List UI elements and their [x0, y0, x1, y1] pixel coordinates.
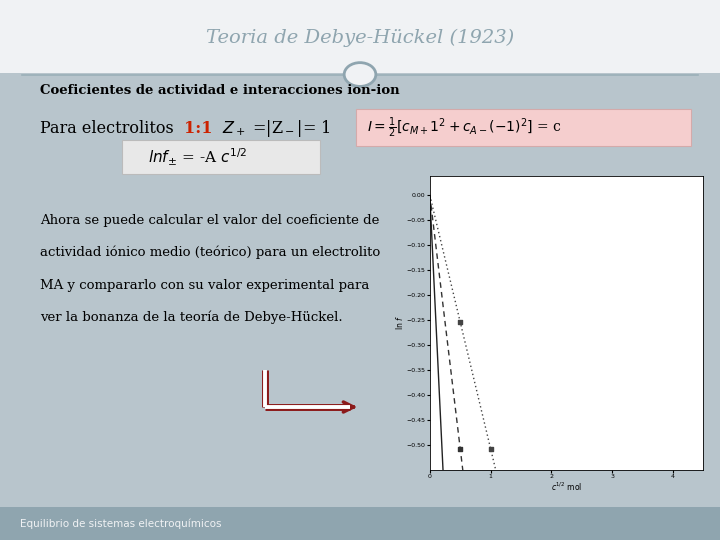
- Text: Teoria de Debye-Hückel (1923): Teoria de Debye-Hückel (1923): [206, 29, 514, 47]
- Text: Para electrolitos: Para electrolitos: [40, 120, 179, 137]
- Point: [485, 444, 496, 453]
- Text: actividad iónico medio (teórico) para un electrolito: actividad iónico medio (teórico) para un…: [40, 246, 380, 259]
- Point: [454, 318, 466, 327]
- Text: Equilibrio de sistemas electroquímicos: Equilibrio de sistemas electroquímicos: [20, 518, 222, 529]
- Text: 1:1: 1:1: [184, 120, 212, 137]
- Text: $I = \frac{1}{2}[c_{M+}1^2 + c_{A-}(-1)^2]$ = c: $I = \frac{1}{2}[c_{M+}1^2 + c_{A-}(-1)^…: [367, 115, 562, 140]
- Point: [454, 444, 466, 453]
- X-axis label: $c^{1/2}$ mol: $c^{1/2}$ mol: [551, 481, 582, 493]
- Text: Coeficientes de actividad e interacciones ion-ion: Coeficientes de actividad e interaccione…: [40, 84, 399, 97]
- Text: ver la bonanza de la teoría de Debye-Hückel.: ver la bonanza de la teoría de Debye-Hüc…: [40, 311, 342, 324]
- Text: $\mathit{ln}f_{\pm}$ = -A $c^{1/2}$: $\mathit{ln}f_{\pm}$ = -A $c^{1/2}$: [148, 146, 246, 168]
- Text: Ahora se puede calcular el valor del coeficiente de: Ahora se puede calcular el valor del coe…: [40, 214, 379, 227]
- Y-axis label: ln $f$: ln $f$: [395, 315, 405, 330]
- Text: MA y compararlo con su valor experimental para: MA y compararlo con su valor experimenta…: [40, 279, 369, 292]
- Text: $Z_+$ =|Z$_-$|= 1: $Z_+$ =|Z$_-$|= 1: [212, 118, 331, 139]
